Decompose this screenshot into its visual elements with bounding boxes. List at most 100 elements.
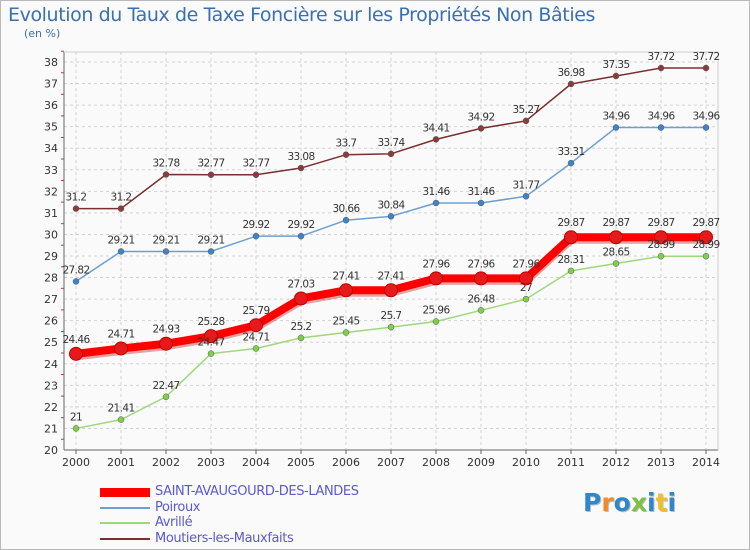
x-tick-label: 2002	[152, 456, 180, 469]
data-point-moutiers-les-mauxfaits	[612, 72, 620, 80]
data-point-avrill-	[297, 334, 305, 342]
data-point-saint-avaugourd-des-landes	[159, 336, 173, 351]
x-tick-label: 2014	[692, 456, 720, 469]
legend-swatch	[100, 506, 150, 509]
y-tick-label: 26	[44, 315, 58, 328]
data-point-saint-avaugourd-des-landes	[69, 346, 83, 361]
data-label-moutiers-les-mauxfaits: 34.41	[422, 122, 449, 134]
grid-lines	[64, 52, 718, 451]
data-label-avrill-: 25.7	[381, 310, 402, 322]
logo-letter: i	[667, 488, 677, 517]
data-label-saint-avaugourd-des-landes: 27.41	[332, 270, 359, 282]
x-tick-label: 2013	[647, 456, 675, 469]
data-point-poiroux	[342, 216, 350, 224]
data-label-moutiers-les-mauxfaits: 33.08	[287, 151, 314, 163]
x-tick-label: 2005	[287, 456, 315, 469]
data-label-poiroux: 29.92	[242, 219, 269, 231]
data-label-moutiers-les-mauxfaits: 34.92	[467, 111, 494, 123]
y-tick-label: 34	[44, 142, 58, 155]
data-point-poiroux	[162, 248, 170, 255]
data-point-avrill-	[162, 393, 170, 401]
data-point-avrill-	[657, 252, 665, 260]
data-label-poiroux: 34.96	[692, 111, 720, 123]
data-label-avrill-: 26.48	[467, 293, 494, 305]
data-label-poiroux: 29.21	[107, 234, 134, 246]
data-point-poiroux	[567, 159, 575, 167]
data-label-saint-avaugourd-des-landes: 25.79	[242, 305, 269, 317]
y-tick-label: 20	[44, 444, 58, 457]
data-label-avrill-: 25.96	[422, 305, 450, 317]
data-point-saint-avaugourd-des-landes	[114, 341, 128, 356]
data-point-poiroux	[657, 124, 665, 131]
data-label-poiroux: 31.46	[422, 186, 450, 198]
data-label-saint-avaugourd-des-landes: 27.96	[467, 258, 495, 270]
data-point-moutiers-les-mauxfaits	[432, 136, 440, 143]
data-point-poiroux	[207, 248, 215, 255]
x-tick-label: 2011	[557, 456, 585, 469]
logo-letter: r	[601, 488, 614, 517]
data-point-moutiers-les-mauxfaits	[117, 205, 125, 212]
data-label-saint-avaugourd-des-landes: 27.96	[512, 258, 540, 270]
data-point-poiroux	[72, 278, 80, 285]
data-label-moutiers-les-mauxfaits: 35.27	[512, 104, 539, 116]
data-point-moutiers-les-mauxfaits	[162, 171, 170, 178]
logo-letter: t	[655, 488, 668, 517]
x-tick-label: 2009	[467, 456, 495, 469]
data-label-avrill-: 24.47	[197, 337, 224, 349]
data-point-moutiers-les-mauxfaits	[387, 150, 395, 158]
data-label-poiroux: 33.31	[557, 146, 584, 158]
data-label-moutiers-les-mauxfaits: 31.2	[111, 192, 132, 204]
y-tick-label: 37	[44, 78, 58, 91]
data-point-poiroux	[432, 199, 440, 207]
logo-letter: P	[583, 488, 602, 517]
data-label-avrill-: 27	[520, 282, 532, 294]
data-point-moutiers-les-mauxfaits	[702, 64, 710, 72]
data-label-poiroux: 34.96	[602, 111, 630, 123]
data-point-moutiers-les-mauxfaits	[567, 80, 575, 88]
data-point-poiroux	[522, 193, 530, 200]
data-labels: 31.2 31.2 32.78 32.77 32.77 33.08 33.7 33.74 34.…	[62, 51, 721, 423]
data-label-moutiers-les-mauxfaits: 32.78	[152, 158, 179, 170]
data-label-avrill-: 22.47	[152, 380, 179, 392]
data-label-avrill-: 28.99	[692, 239, 719, 251]
data-point-saint-avaugourd-des-landes	[249, 318, 263, 333]
data-point-moutiers-les-mauxfaits	[72, 205, 80, 212]
data-label-moutiers-les-mauxfaits: 32.77	[242, 158, 269, 170]
data-label-moutiers-les-mauxfaits: 32.77	[197, 158, 224, 170]
axes: 20 21 22 23 24 25 26 27 28 29 30 31 32 33 34 35 36 37 38 20…	[44, 50, 720, 469]
data-label-poiroux: 34.96	[647, 111, 675, 123]
data-point-moutiers-les-mauxfaits	[252, 171, 260, 178]
data-point-moutiers-les-mauxfaits	[207, 171, 215, 178]
x-tick-label: 2012	[602, 456, 630, 469]
x-tick-label: 2008	[422, 456, 450, 469]
x-tick-label: 2000	[62, 456, 90, 469]
data-label-avrill-: 28.65	[602, 247, 629, 259]
legend-swatch	[100, 522, 150, 524]
logo-letter: x	[630, 488, 647, 517]
data-point-saint-avaugourd-des-landes	[429, 271, 443, 286]
data-point-moutiers-les-mauxfaits	[657, 64, 665, 72]
data-point-poiroux	[117, 248, 125, 255]
data-label-poiroux: 29.92	[287, 219, 314, 231]
line-chart: 20 21 22 23 24 25 26 27 28 29 30 31 32 33 34 35 36 37 38 20…	[44, 50, 721, 469]
legend-label: Avrillé	[155, 515, 193, 530]
data-point-poiroux	[252, 232, 260, 240]
data-label-moutiers-les-mauxfaits: 37.72	[692, 51, 719, 63]
data-label-poiroux: 31.77	[512, 179, 539, 191]
x-tick-label: 2006	[332, 456, 360, 469]
data-point-poiroux	[702, 124, 710, 131]
data-point-saint-avaugourd-des-landes	[294, 291, 308, 306]
data-point-saint-avaugourd-des-landes	[204, 329, 218, 344]
y-tick-label: 25	[44, 336, 58, 349]
x-tick-label: 2004	[242, 456, 270, 469]
chart-title: Evolution du Taux de Taxe Foncière sur l…	[8, 4, 596, 26]
y-tick-label: 33	[44, 164, 58, 177]
data-point-saint-avaugourd-des-landes	[519, 271, 533, 286]
y-tick-label: 32	[44, 185, 58, 198]
data-point-saint-avaugourd-des-landes	[609, 230, 623, 245]
data-label-saint-avaugourd-des-landes: 29.87	[602, 217, 629, 229]
y-tick-label: 24	[44, 358, 58, 371]
data-point-saint-avaugourd-des-landes	[699, 230, 713, 245]
logo-letter: i	[647, 488, 656, 517]
data-label-avrill-: 24.71	[242, 331, 269, 343]
